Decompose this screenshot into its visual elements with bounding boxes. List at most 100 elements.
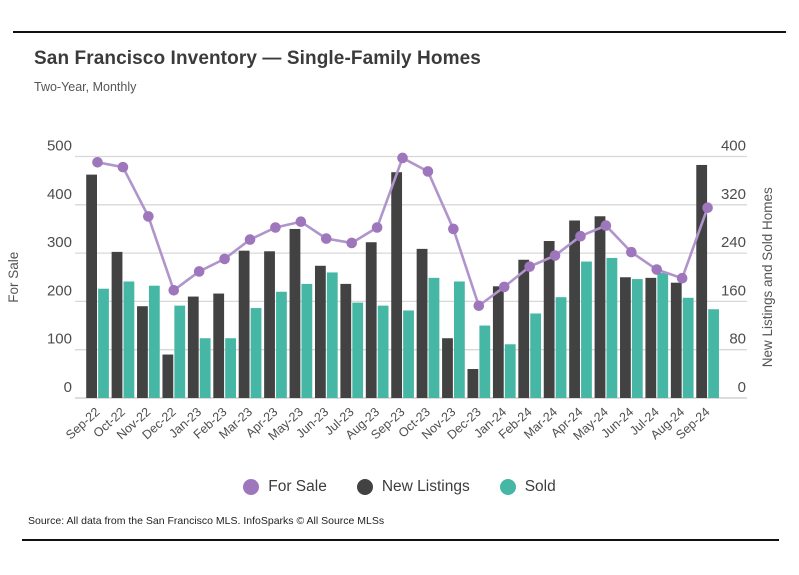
legend-label: For Sale: [268, 478, 327, 495]
bar-sold-Jan-23: [199, 338, 211, 398]
bar-sold-Dec-22: [174, 305, 186, 398]
bottom-rule: [22, 539, 779, 541]
y-tick-label-left: 300: [47, 234, 72, 251]
bar-new-listings-Oct-22: [111, 251, 123, 398]
for-sale-point-Aug-23: [371, 222, 383, 233]
bar-new-listings-Apr-24: [569, 220, 580, 398]
bar-new-listings-Feb-23: [213, 293, 225, 398]
y-tick-label-left: 0: [64, 379, 72, 396]
for-sale-point-Mar-24: [549, 250, 561, 261]
y-tick-label-left: 500: [47, 138, 72, 155]
bar-new-listings-Mar-24: [543, 241, 555, 398]
bar-sold-Jan-24: [504, 344, 516, 398]
legend-item-new-listings: New Listings: [356, 478, 470, 496]
bar-new-listings-Aug-23: [365, 242, 377, 398]
for-sale-point-Oct-23: [422, 166, 434, 177]
bar-sold-Feb-24: [530, 313, 542, 398]
for-sale-point-Feb-24: [524, 261, 535, 272]
bar-sold-Apr-24: [581, 261, 592, 398]
bar-new-listings-Sep-22: [86, 174, 97, 398]
bar-sold-Jul-23: [352, 302, 364, 398]
bar-new-listings-Jan-24: [492, 286, 504, 398]
for-sale-point-Sep-24: [702, 202, 713, 213]
bar-new-listings-Sep-24: [696, 164, 708, 398]
bar-new-listings-Jul-23: [340, 283, 352, 398]
for-sale-point-Jul-23: [346, 237, 358, 249]
bar-sold-Apr-23: [276, 291, 287, 398]
for-sale-point-Apr-24: [575, 230, 586, 242]
legend-label: New Listings: [381, 478, 470, 495]
left-axis-title: For Sale: [6, 252, 21, 303]
bar-new-listings-Dec-22: [162, 354, 174, 398]
y-tick-label-left: 400: [47, 186, 72, 203]
bar-sold-Feb-23: [225, 338, 236, 398]
bar-new-listings-Aug-24: [670, 282, 682, 398]
bar-new-listings-Sep-23: [391, 172, 403, 398]
for-sale-point-Nov-22: [143, 211, 154, 222]
y-tick-label-left: 100: [47, 331, 72, 348]
bar-new-listings-Jun-23: [314, 265, 326, 398]
for-sale-point-Jan-23: [193, 266, 205, 277]
bar-sold-Mar-24: [555, 297, 567, 398]
bar-sold-Sep-22: [98, 288, 109, 398]
bar-new-listings-Dec-23: [467, 369, 479, 398]
bar-new-listings-May-23: [289, 228, 301, 398]
legend: For Sale New Listings Sold: [0, 478, 799, 496]
bar-sold-Nov-22: [148, 285, 160, 398]
for-sale-point-Dec-23: [473, 300, 485, 312]
for-sale-legend-marker-icon: [243, 479, 260, 495]
y-tick-label-right: 320: [721, 186, 746, 203]
y-tick-label-right: 160: [721, 282, 746, 299]
for-sale-point-Oct-22: [117, 161, 129, 173]
bar-sold-Jun-23: [326, 272, 338, 398]
bar-sold-Oct-22: [123, 281, 135, 398]
y-tick-label-right: 240: [721, 234, 746, 251]
source-note: Source: All data from the San Francisco …: [28, 515, 385, 527]
bar-new-listings-Oct-23: [416, 248, 428, 398]
bar-new-listings-Feb-24: [518, 259, 530, 398]
bar-sold-Mar-23: [250, 308, 262, 398]
for-sale-point-Jun-23: [320, 233, 332, 244]
legend-item-for-sale: For Sale: [243, 478, 327, 496]
bar-sold-Sep-23: [403, 310, 414, 398]
bar-sold-Jul-24: [657, 273, 669, 398]
bar-sold-May-24: [606, 257, 618, 398]
bar-sold-May-23: [301, 283, 313, 398]
bar-new-listings-Jun-24: [620, 277, 631, 398]
for-sale-point-Feb-23: [219, 253, 230, 265]
legend-item-sold: Sold: [499, 478, 556, 496]
bar-new-listings-May-24: [594, 216, 606, 398]
for-sale-point-Aug-24: [676, 272, 688, 284]
for-sale-point-Nov-23: [448, 223, 459, 235]
for-sale-point-Jan-24: [498, 281, 510, 293]
for-sale-point-Sep-22: [92, 156, 103, 168]
bar-new-listings-Jul-24: [645, 277, 657, 398]
chart-subtitle: Two-Year, Monthly: [34, 80, 137, 94]
bar-sold-Nov-23: [453, 281, 465, 398]
bar-new-listings-Apr-23: [264, 251, 275, 398]
bar-sold-Aug-23: [377, 305, 389, 398]
bar-new-listings-Mar-23: [238, 250, 250, 398]
bar-sold-Sep-24: [708, 309, 719, 398]
legend-label: Sold: [524, 478, 556, 495]
bar-new-listings-Nov-23: [442, 338, 453, 398]
bar-sold-Oct-23: [428, 277, 440, 398]
bar-sold-Dec-23: [479, 325, 491, 398]
for-sale-point-May-23: [295, 216, 307, 228]
y-tick-label-right: 0: [738, 379, 746, 396]
for-sale-point-Sep-23: [397, 152, 408, 164]
chart-title: San Francisco Inventory — Single-Family …: [34, 48, 481, 69]
for-sale-point-Jun-24: [626, 246, 637, 258]
sold-legend-marker-icon: [499, 479, 516, 495]
bar-sold-Aug-24: [682, 297, 694, 398]
for-sale-point-Mar-23: [244, 234, 256, 245]
for-sale-point-Jul-24: [651, 264, 663, 275]
right-axis-title: New Listings and Sold Homes: [760, 187, 775, 367]
for-sale-point-May-24: [600, 220, 612, 231]
y-tick-label-right: 400: [721, 138, 746, 155]
for-sale-point-Dec-22: [168, 284, 180, 296]
top-rule: [13, 31, 786, 33]
new-listings-legend-marker-icon: [356, 479, 373, 495]
